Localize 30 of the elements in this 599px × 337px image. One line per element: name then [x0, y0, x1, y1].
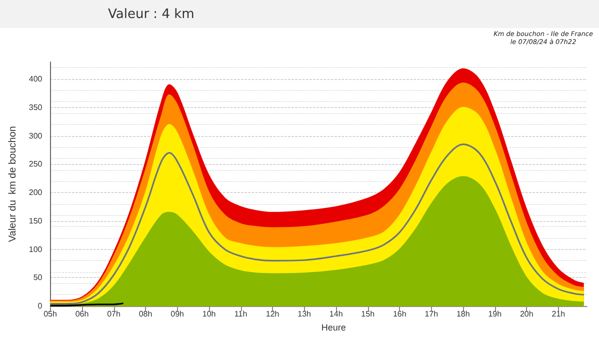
x-tick-label: 17h [424, 310, 438, 319]
x-tick-label: 20h [520, 310, 534, 319]
x-tick-label: 07h [107, 310, 120, 319]
x-tick-label: 06h [75, 310, 89, 319]
x-tick-label: 10h [202, 310, 216, 319]
x-tick-label: 16h [392, 310, 406, 319]
line-series [49, 144, 585, 305]
x-tick-label: 12h [266, 310, 280, 319]
x-tick-label: 11h [234, 310, 248, 319]
y-axis-title: Valeur du km de bouchon [8, 126, 18, 242]
y-tick-label: 250 [28, 160, 43, 169]
x-tick-label: 14h [329, 310, 343, 319]
y-tick-label: 0 [38, 302, 43, 311]
x-tick-label: 19h [488, 310, 502, 319]
x-tick-label: 09h [170, 310, 184, 319]
y-tick-label: 50 [33, 273, 43, 282]
x-tick-label: 15h [361, 310, 375, 319]
x-axis-title: Heure [321, 322, 346, 332]
x-tick-label: 13h [298, 310, 312, 319]
y-tick-label: 100 [28, 244, 43, 254]
x-tick-label: 05h [44, 310, 57, 319]
x-tick-label: 08h [138, 310, 152, 319]
x-tick-label: 18h [456, 310, 470, 319]
y-tick-label: 300 [28, 131, 43, 140]
y-tick-label: 150 [28, 216, 43, 226]
y-tick-label: 400 [28, 74, 43, 84]
x-tick-label: 21h [552, 310, 566, 319]
y-tick-label: 200 [28, 188, 43, 198]
y-tick-label: 350 [28, 102, 43, 112]
chart-title: Valeur : 4 km [108, 7, 194, 22]
